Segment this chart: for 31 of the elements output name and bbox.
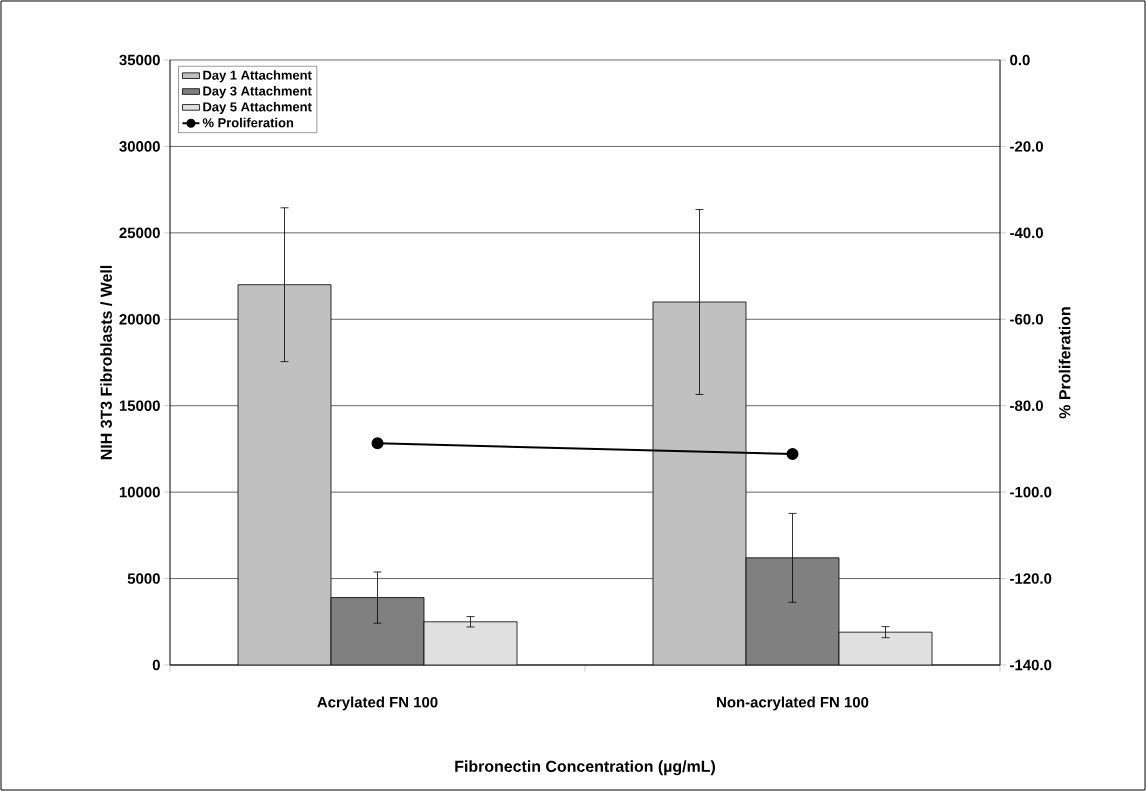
y2-axis-title: % Proliferation	[1058, 307, 1071, 419]
y2-tick-label: 0.0	[1010, 54, 1030, 66]
y2-tick-label: -80.0	[1010, 400, 1043, 411]
y2-tick-label: -60.0	[1010, 313, 1043, 325]
y2-tick-label: -100.0	[1010, 486, 1052, 498]
legend-label: Day 3 Attachment	[203, 86, 312, 99]
y-tick-label: 30000	[119, 141, 160, 152]
x-axis-title: Fibronectin Concentration (µg/mL)	[455, 760, 715, 776]
y-tick-label: 10000	[119, 486, 160, 498]
y2-tick-label: -40.0	[1010, 227, 1043, 239]
bar	[652, 301, 747, 665]
y-tick-label: 5000	[127, 573, 160, 584]
bar	[331, 597, 424, 665]
y2-tick-label: -20.0	[1010, 141, 1043, 152]
bar	[745, 557, 840, 665]
y-tick-label: 15000	[119, 400, 160, 411]
bar	[424, 621, 518, 665]
bar	[238, 284, 331, 665]
y2-tick-label: -120.0	[1010, 573, 1052, 584]
y-tick-label: 20000	[119, 313, 160, 325]
legend-label: % Proliferation	[202, 117, 294, 128]
y-axis-title: NIH 3T3 Fibroblasts / Well	[100, 265, 113, 460]
x-tick-label: Non-acrylated FN 100	[717, 696, 869, 711]
bar	[838, 631, 933, 665]
x-tick-label: Acrylated FN 100	[317, 696, 438, 711]
y-tick-label: 0	[152, 659, 160, 671]
legend-label: Day 5 Attachment	[203, 101, 312, 115]
y-tick-label: 35000	[119, 54, 160, 66]
y-tick-label: 25000	[119, 227, 160, 239]
legend-label: Day 1 Attachment	[203, 70, 312, 83]
y2-tick-label: -140.0	[1010, 659, 1052, 671]
